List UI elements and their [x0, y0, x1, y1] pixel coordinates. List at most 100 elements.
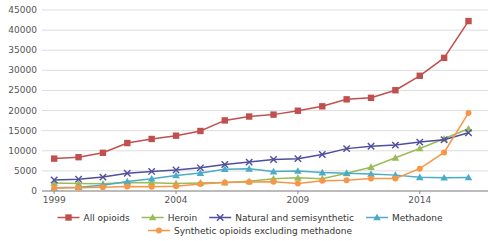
y-tick-label: 20000: [8, 106, 37, 116]
point: [466, 110, 472, 116]
point: [270, 111, 276, 117]
point: [368, 95, 374, 101]
series-line: [54, 169, 468, 188]
point: [319, 103, 325, 109]
point: [148, 168, 154, 174]
legend-marker: [156, 228, 162, 234]
grid-line: [42, 90, 488, 91]
grid-line: [42, 110, 488, 111]
point: [51, 185, 57, 191]
point: [271, 179, 277, 185]
point: [270, 156, 276, 162]
x-tick: [54, 191, 55, 194]
point: [368, 176, 374, 182]
point: [172, 172, 180, 179]
point: [417, 139, 423, 145]
y-tick-label: 35000: [8, 45, 37, 55]
series-line: [54, 21, 468, 159]
point: [416, 174, 424, 181]
point: [417, 73, 423, 79]
point: [197, 128, 203, 134]
y-tick-label: 0: [31, 186, 37, 196]
point: [319, 178, 325, 184]
legend-label: Heroin: [168, 213, 198, 223]
point: [245, 178, 253, 185]
y-tick-label: 25000: [8, 85, 37, 95]
grid-line: [42, 50, 488, 51]
point: [221, 179, 229, 186]
point: [245, 165, 253, 172]
point: [294, 167, 302, 174]
legend-item: Heroin: [142, 213, 198, 223]
point: [417, 166, 423, 172]
legend-item: Methadone: [366, 213, 443, 223]
x-tick-label: 1999: [43, 195, 66, 205]
point: [295, 155, 301, 161]
point: [441, 137, 447, 143]
y-tick-label: 15000: [8, 126, 37, 136]
point: [465, 174, 473, 181]
point: [124, 140, 130, 146]
point: [76, 185, 82, 191]
point: [124, 184, 130, 190]
legend-label: Synthetic opioids excluding methadone: [174, 226, 353, 236]
point: [148, 175, 156, 182]
x-tick: [176, 191, 177, 194]
point: [294, 174, 302, 181]
point: [440, 174, 448, 181]
point: [124, 178, 132, 185]
grid-line: [42, 191, 488, 192]
point: [173, 132, 179, 138]
point: [246, 179, 252, 185]
point: [197, 181, 203, 187]
point: [75, 176, 81, 182]
y-tick-label: 5000: [14, 166, 37, 176]
point: [246, 113, 252, 119]
point: [197, 169, 205, 176]
axes: 0500010000150002000025000300003500040000…: [8, 5, 488, 205]
point: [51, 155, 57, 161]
point: [149, 184, 155, 190]
x-axis-line: [42, 191, 488, 192]
point: [368, 143, 374, 149]
point: [392, 154, 400, 161]
legend-item: All opioids: [57, 213, 129, 223]
x-tick: [419, 191, 420, 194]
point: [441, 149, 447, 155]
point: [344, 177, 350, 183]
point: [465, 18, 471, 24]
chart: 0500010000150002000025000300003500040000…: [0, 0, 500, 241]
point: [75, 154, 81, 160]
series-line: [54, 133, 468, 180]
legend-label: All opioids: [83, 213, 129, 223]
point: [100, 150, 106, 156]
point: [367, 163, 375, 170]
legend-item: Synthetic opioids excluding methadone: [148, 226, 353, 236]
point: [392, 142, 398, 148]
legend-item: Natural and semisynthetic: [209, 213, 354, 223]
legend-label: Methadone: [392, 213, 443, 223]
point: [173, 183, 179, 189]
point: [51, 177, 57, 183]
grid-line: [42, 130, 488, 131]
point: [318, 169, 326, 176]
point: [343, 169, 351, 176]
point: [221, 165, 229, 172]
point: [100, 184, 106, 190]
legend-label: Natural and semisynthetic: [235, 213, 354, 223]
plot-area: [50, 18, 472, 191]
point: [392, 87, 398, 93]
y-tick-label: 40000: [8, 25, 37, 35]
point: [50, 184, 58, 191]
y-tick-label: 30000: [8, 65, 37, 75]
x-tick: [297, 191, 298, 194]
grid-line: [42, 70, 488, 71]
point: [100, 174, 106, 180]
point: [148, 136, 154, 142]
point: [392, 176, 398, 182]
point: [222, 180, 228, 186]
legend: All opioids Heroin Natural and semisynthet…: [57, 213, 442, 236]
point: [75, 183, 83, 190]
point: [246, 159, 252, 165]
series-line: [54, 113, 468, 188]
